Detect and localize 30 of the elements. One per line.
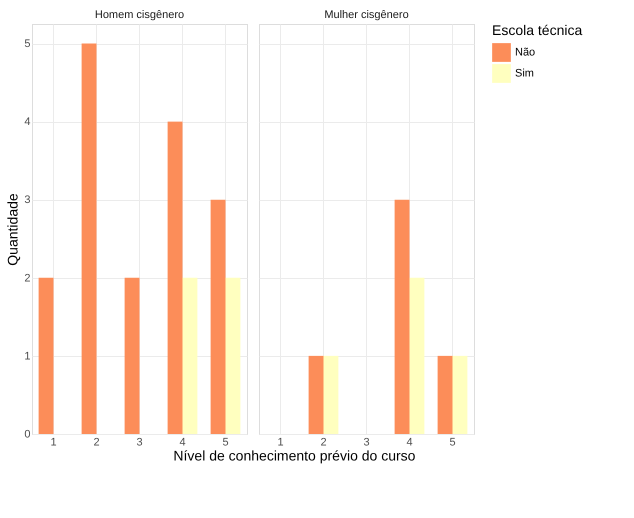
y-tick-label: 4 bbox=[24, 116, 30, 128]
bar bbox=[168, 122, 182, 434]
chart-title: Homem cisgênero bbox=[94, 9, 184, 21]
x-tick-label: 3 bbox=[363, 436, 370, 448]
x-tick-label: 1 bbox=[50, 436, 57, 448]
bar bbox=[124, 278, 140, 434]
x-tick-label: 2 bbox=[320, 436, 327, 448]
y-axis-title: Quantidade bbox=[4, 193, 20, 266]
x-tick-label: 5 bbox=[222, 436, 229, 448]
legend-label: Não bbox=[515, 46, 536, 58]
x-tick-label: 4 bbox=[406, 436, 413, 448]
y-tick-label: 5 bbox=[24, 38, 30, 50]
x-axis-title: Nível de conhecimento prévio do curso bbox=[173, 448, 416, 464]
x-tick-label: 1 bbox=[277, 436, 284, 448]
legend-label: Sim bbox=[515, 68, 534, 80]
x-tick-label: 3 bbox=[136, 436, 143, 448]
bar bbox=[182, 278, 198, 434]
y-tick-label: 0 bbox=[24, 428, 30, 440]
chart-title: Mulher cisgênero bbox=[324, 9, 409, 21]
x-tick-label: 5 bbox=[449, 436, 456, 448]
bar bbox=[210, 200, 226, 434]
x-tick-label: 4 bbox=[179, 436, 186, 448]
bar bbox=[82, 44, 96, 434]
x-tick-label: 2 bbox=[93, 436, 100, 448]
legend-title: Escola técnica bbox=[492, 22, 582, 38]
bar bbox=[38, 278, 54, 434]
y-tick-label: 3 bbox=[24, 194, 30, 206]
bar bbox=[226, 278, 240, 434]
y-tick-label: 2 bbox=[24, 272, 30, 284]
y-tick-label: 1 bbox=[24, 350, 30, 362]
